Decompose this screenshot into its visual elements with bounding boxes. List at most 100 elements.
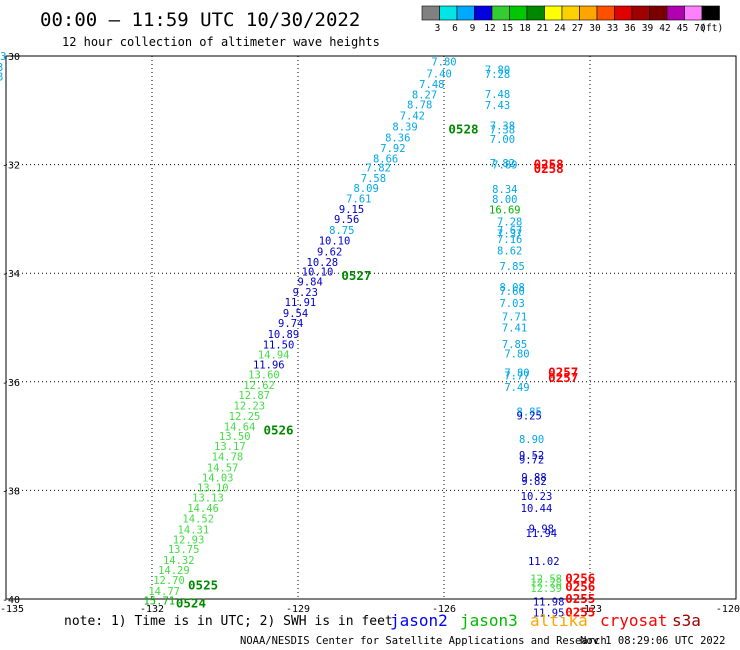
colorbar-swatch	[579, 5, 598, 21]
wave-height-label: 16.69	[489, 205, 521, 217]
wave-height-label: 14.46	[187, 503, 219, 515]
wave-height-label: 7.80	[431, 56, 456, 68]
wave-height-label: 7.38	[490, 121, 515, 133]
wave-height-label: 7.3	[0, 62, 3, 74]
wave-height-label: 9.54	[283, 308, 308, 320]
wave-height-label: 13.60	[248, 370, 280, 382]
colorbar-label: 42	[659, 23, 670, 34]
wave-height-label: 8.36	[385, 132, 410, 144]
colorbar-swatch	[596, 5, 615, 21]
wave-height-label: 9.62	[317, 246, 342, 258]
wave-height-label: 7.38	[490, 124, 515, 136]
wave-height-label: 8.66	[373, 154, 398, 166]
x-tick-label: -123	[578, 604, 602, 615]
wave-height-label: 7.61	[346, 193, 371, 205]
colorbar-swatch	[474, 5, 493, 21]
colorbar-swatch	[509, 5, 528, 21]
wave-height-label: 9.15	[339, 204, 364, 216]
wave-height-label: 8.85	[517, 407, 542, 419]
colorbar-swatch	[614, 5, 633, 21]
wave-height-label: 7.48	[419, 79, 444, 91]
colorbar-swatch	[666, 5, 685, 21]
wave-height-label: 8.78	[407, 99, 432, 111]
colorbar-swatch	[456, 5, 475, 21]
wave-height-label: 11.95	[533, 608, 565, 620]
wave-height-label: 7.16	[497, 234, 522, 246]
wave-height-label: 8.09	[353, 183, 378, 195]
time-label: 0255	[565, 591, 595, 606]
time-label: 0257	[548, 370, 578, 385]
colorbar-swatch	[649, 5, 668, 21]
wave-height-label: 14.03	[202, 472, 234, 484]
wave-height-label: 9.52	[519, 450, 544, 462]
wave-height-label: 13.17	[214, 441, 246, 453]
colorbar-label: 24	[554, 23, 566, 34]
wave-height-label: 10.10	[319, 236, 351, 248]
wave-height-label: 14.77	[148, 586, 180, 598]
wave-height-label: 7.67	[497, 225, 522, 237]
wave-height-label: 7.58	[361, 173, 386, 185]
wave-height-label: 7.80	[485, 65, 510, 77]
wave-height-label: 8.75	[329, 225, 354, 237]
time-label: 0525	[188, 577, 218, 592]
x-tick-labels: -135 -132 -129 -126 -123 -120	[0, 604, 740, 615]
chart-subtitle: 12 hour collection of altimeter wave hei…	[62, 35, 380, 49]
wave-height-label: 14.64	[224, 421, 256, 433]
colorbar-label: 12	[484, 23, 495, 34]
y-tick-label: -32	[2, 161, 20, 172]
wave-height-label: 12.70	[153, 575, 185, 587]
colorbar-swatch	[631, 5, 650, 21]
colorbar-label: 45	[677, 23, 688, 34]
wave-height-label: 7.80	[504, 349, 529, 361]
colorbar-legend: 3 6 9 12 15 18 21 24 27 30 33 36 39 42 45 70(ft)	[421, 5, 723, 34]
colorbar-label: 70	[694, 23, 706, 34]
wave-height-label: 14.52	[182, 514, 214, 526]
note-text: note: 1) Time is in UTC; 2) SWH is in fe…	[64, 614, 393, 629]
time-label: 0258	[534, 157, 564, 172]
x-tick-label: -132	[140, 604, 164, 615]
x-tick-label: -120	[716, 604, 740, 615]
wave-height-label: 10.23	[521, 491, 553, 503]
colorbar-label: 36	[624, 23, 636, 34]
x-tick-label: -126	[432, 604, 456, 615]
satellite-legend: jason2 jason3 altika cryosat s3a	[390, 611, 701, 630]
wave-height-label: 12.58	[530, 573, 562, 585]
colorbar-label: 30	[589, 23, 601, 34]
wave-height-label: 9.72	[519, 454, 544, 466]
wave-height-label: 7.85	[499, 261, 524, 273]
wave-height-label: 12.62	[243, 380, 275, 392]
colorbar-label: 27	[572, 23, 583, 34]
x-tick-label: -135	[0, 604, 24, 615]
wave-height-label: 7.43	[485, 100, 510, 112]
wave-height-label: 7.89	[492, 160, 517, 172]
wave-height-label: 15.71	[143, 596, 175, 608]
credit-right: Nov 1 08:29:06 UTC 2022	[580, 635, 725, 647]
wave-height-label: 7.28	[485, 69, 510, 81]
time-label: 0255	[565, 605, 595, 620]
colorbar-label: 3	[435, 23, 441, 34]
wave-height-label: 7.85	[502, 339, 527, 351]
satellite-legend-jason2: jason2	[390, 611, 448, 630]
wave-height-label: 10.44	[521, 503, 553, 515]
wave-height-label: 11.50	[263, 339, 295, 351]
wave-height-label: 10.28	[307, 257, 339, 269]
wave-height-label: 12.93	[173, 534, 205, 546]
time-label: 0256	[565, 570, 595, 585]
colorbar-swatch	[421, 5, 440, 21]
colorbar-swatch	[544, 5, 563, 21]
wave-height-label: 13.13	[192, 492, 224, 504]
wave-height-label: 8.90	[519, 434, 544, 446]
wave-height-label: 6.83	[0, 51, 6, 63]
wave-height-label: 9.82	[521, 476, 546, 488]
wave-height-label: 7.8	[0, 72, 3, 84]
y-tick-label: -34	[2, 269, 20, 280]
wave-height-label: 12.23	[234, 401, 266, 413]
colorbar-label: 6	[452, 23, 458, 34]
wave-height-label: 7.28	[497, 217, 522, 229]
wave-height-label: 7.49	[504, 382, 529, 394]
wave-height-label: 9.25	[517, 410, 542, 422]
wave-height-label: 7.48	[485, 89, 510, 101]
wave-height-label: 9.56	[334, 214, 359, 226]
